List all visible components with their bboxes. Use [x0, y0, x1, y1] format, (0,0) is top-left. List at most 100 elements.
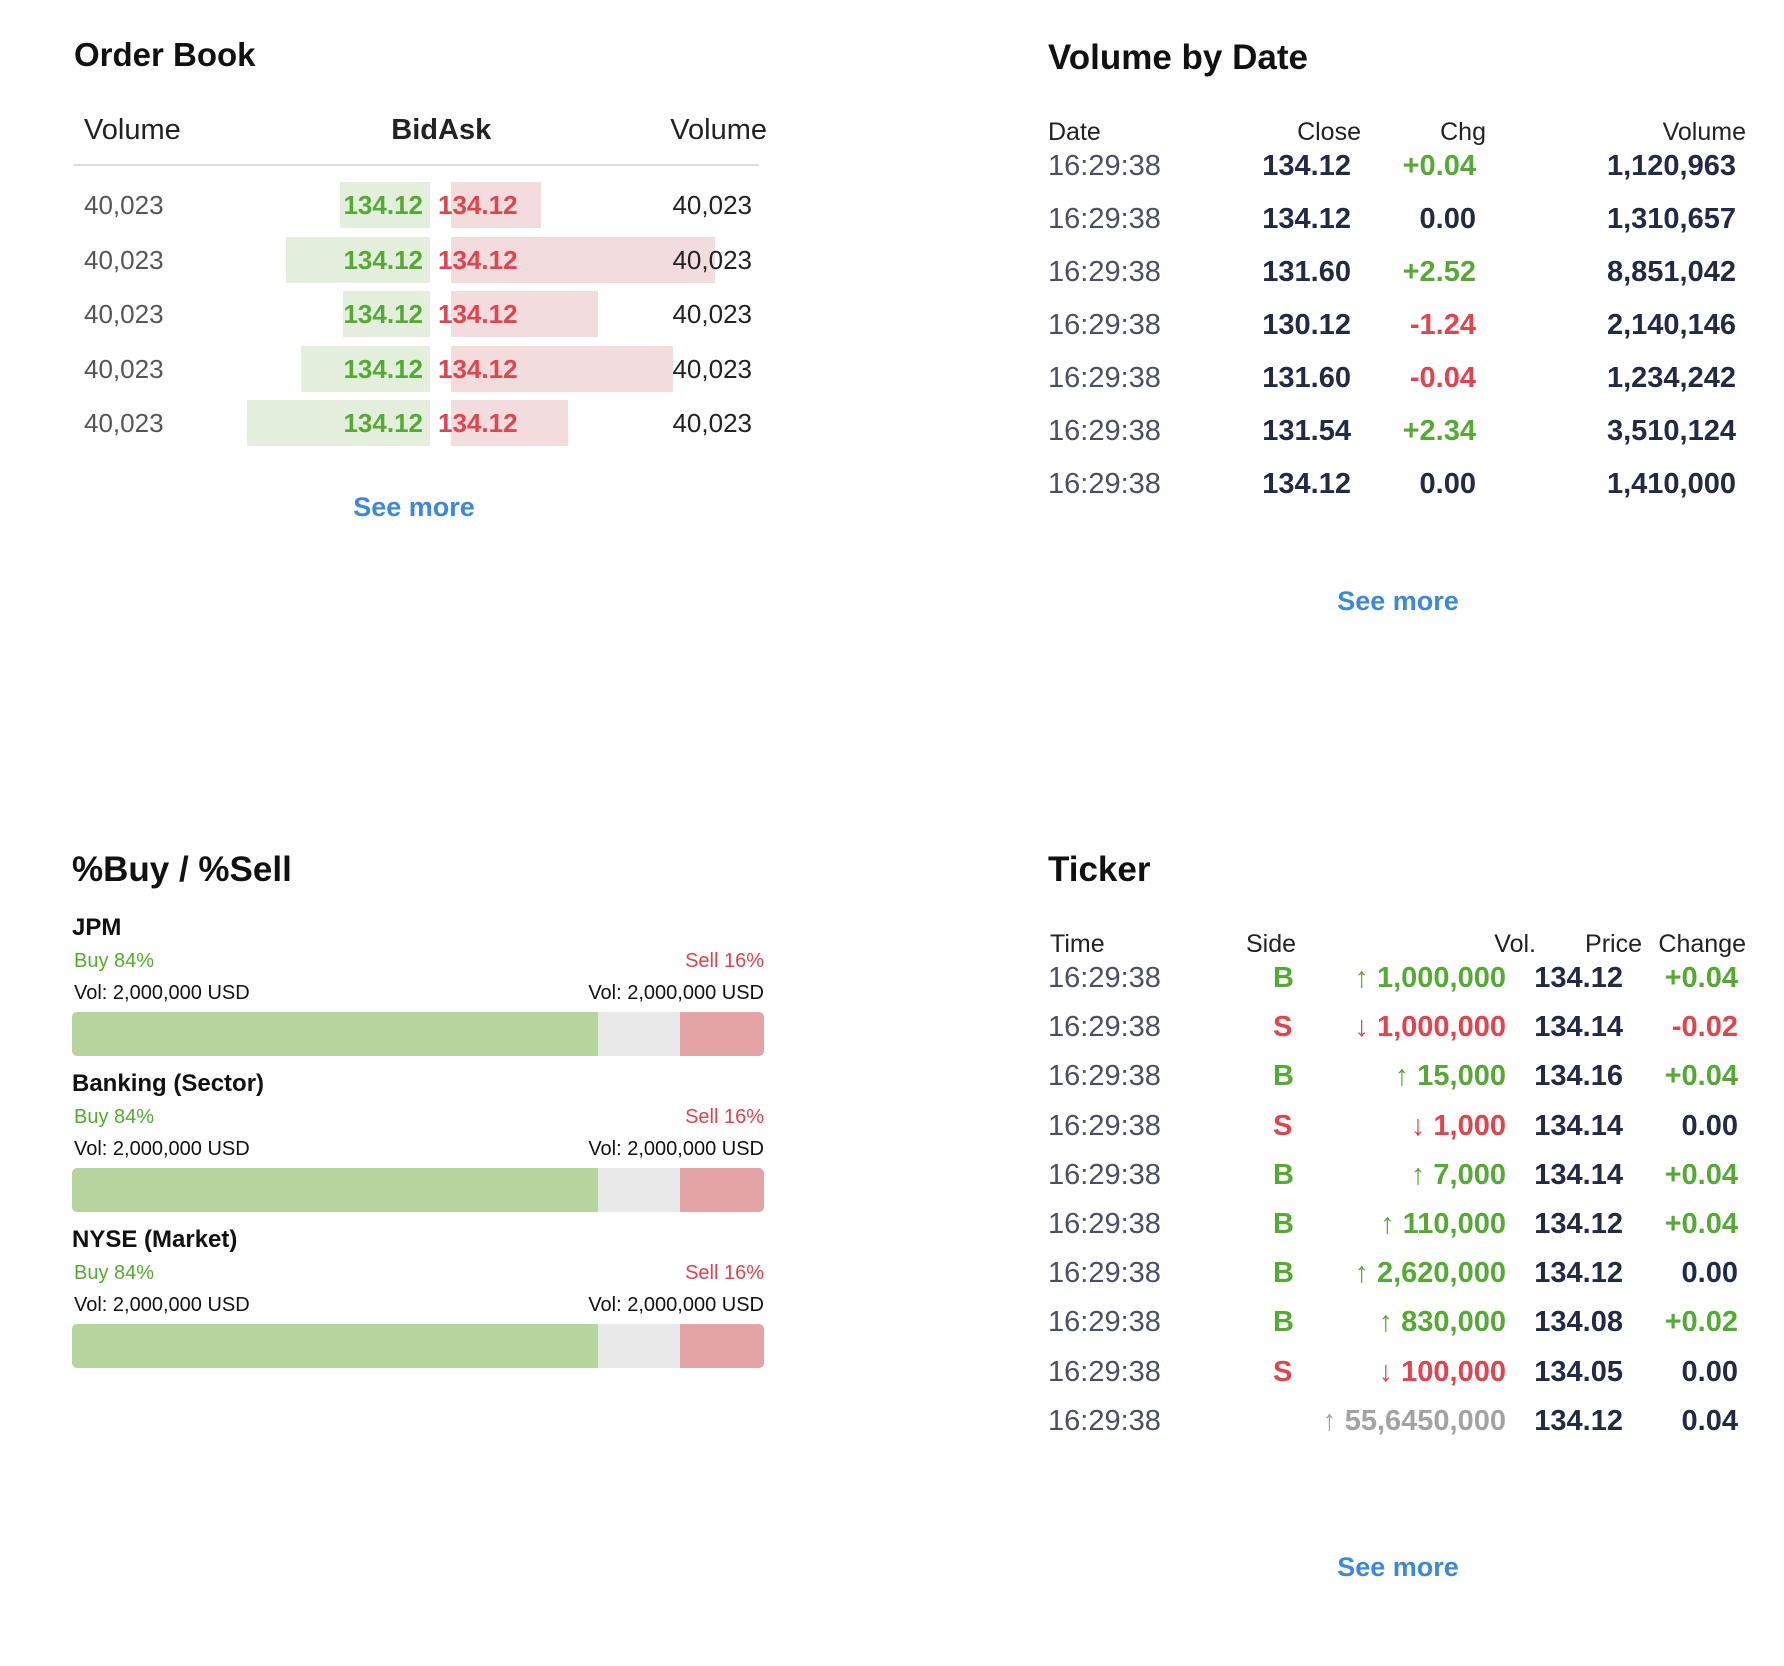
bid-volume: 40,023 [84, 299, 164, 329]
table-row: 16:29:38 131.60 +2.52 8,851,042 [1048, 247, 1738, 297]
bid-price: 134.12 [343, 190, 423, 220]
close-cell: 130.12 [1262, 309, 1351, 341]
instrument-name: Banking (Sector) [72, 1070, 265, 1097]
sell-percent-label: Sell 16% [685, 1106, 764, 1128]
header-divider [74, 164, 759, 166]
ask-depth-bar [451, 345, 673, 392]
price-cell: 134.12 [1534, 1208, 1623, 1240]
time-cell: 16:29:38 [1048, 1257, 1161, 1290]
price-cell: 134.14 [1534, 1158, 1623, 1191]
vol-cell: ↑ 110,000 [1380, 1196, 1506, 1252]
bid-depth-bar [247, 400, 430, 446]
side-cell: S [1273, 1109, 1293, 1142]
table-row: 16:29:38 131.54 +2.34 3,510,124 [1048, 406, 1738, 456]
volume-cell: 2,140,146 [1606, 309, 1736, 341]
ticker-row: 16:29:38 S ↓ 100,000 134.05 0.00 [1048, 1344, 1740, 1400]
arrow-up-icon: ↑ [1380, 1208, 1395, 1240]
time-cell: 16:29:38 [1048, 1306, 1161, 1339]
order-book-row[interactable]: 40,023 134.12 134.12 40,023 [74, 345, 759, 392]
ticker-row: 16:29:38 B ↑ 1,000,000 134.12 +0.04 [1048, 950, 1740, 1006]
buy-percent-label: Buy 84% [74, 1106, 155, 1128]
bid-depth-bar [340, 182, 430, 228]
arrow-up-icon: ↑ [1322, 1404, 1337, 1437]
sell-volume-label: Vol: 2,000,000 USD [588, 1138, 764, 1160]
buy-volume-label: Vol: 2,000,000 USD [74, 982, 250, 1004]
volume-cell: 1,310,657 [1606, 203, 1736, 235]
volume-cell: 8,851,042 [1606, 256, 1736, 288]
date-cell: 16:29:38 [1048, 150, 1161, 182]
price-cell: 134.08 [1534, 1306, 1623, 1339]
date-cell: 16:29:38 [1048, 415, 1161, 447]
chg-cell: +2.52 [1402, 256, 1476, 288]
order-book-panel: Order Book Volume Bid Ask Volume 40,023 1… [74, 36, 774, 556]
buy-volume-label: Vol: 2,000,000 USD [74, 1138, 250, 1160]
sell-volume-label: Vol: 2,000,000 USD [588, 1294, 764, 1316]
ask-volume: 40,023 [672, 190, 752, 220]
buy-sell-bar [72, 1324, 764, 1368]
vol-cell: ↓ 100,000 [1379, 1344, 1506, 1400]
chg-cell: -0.04 [1409, 362, 1476, 394]
ask-depth-bar [451, 291, 598, 337]
bid-price: 134.12 [343, 299, 423, 329]
change-cell: -0.02 [1671, 1011, 1738, 1044]
date-cell: 16:29:38 [1048, 468, 1161, 500]
order-book-row[interactable]: 40,023 134.12 134.12 40,023 [74, 400, 759, 446]
bid-volume: 40,023 [84, 408, 164, 438]
table-row: 16:29:38 130.12 -1.24 2,140,146 [1048, 300, 1738, 350]
order-book-see-more-link[interactable]: See more [353, 492, 475, 522]
ask-volume: 40,023 [672, 353, 752, 384]
table-row: 16:29:38 134.12 +0.04 1,120,963 [1048, 141, 1738, 191]
table-row: 16:29:38 131.60 -0.04 1,234,242 [1048, 353, 1738, 403]
vol-value: 15,000 [1417, 1060, 1506, 1093]
volume-header: Volume [1662, 118, 1746, 146]
change-cell: +0.02 [1664, 1306, 1738, 1339]
chg-cell: 0.00 [1419, 203, 1476, 235]
vol-header: Vol. [1494, 930, 1536, 958]
side-header: Side [1246, 930, 1297, 958]
close-cell: 134.12 [1262, 150, 1351, 182]
price-cell: 134.12 [1534, 1257, 1623, 1290]
ask-depth-bar [451, 400, 568, 446]
order-book-row[interactable]: 40,023 134.12 134.12 40,023 [74, 291, 759, 337]
ticker-row: 16:29:38 B ↑ 830,000 134.08 +0.02 [1048, 1294, 1740, 1350]
table-row: 16:29:38 134.12 0.00 1,410,000 [1048, 459, 1738, 509]
vol-cell: ↑ 55,6450,000 [1322, 1393, 1506, 1449]
close-header: Close [1297, 118, 1361, 146]
close-cell: 131.60 [1262, 256, 1351, 288]
vol-value: 100,000 [1401, 1355, 1506, 1388]
time-cell: 16:29:38 [1048, 1355, 1161, 1388]
close-cell: 134.12 [1262, 468, 1351, 500]
ask-depth-bar [451, 182, 541, 228]
change-cell: 0.00 [1681, 1257, 1738, 1290]
vol-value: 1,000,000 [1376, 1011, 1506, 1044]
price-cell: 134.12 [1534, 1404, 1623, 1437]
ask-price: 134.12 [438, 190, 518, 220]
change-cell: 0.04 [1681, 1404, 1738, 1437]
time-cell: 16:29:38 [1048, 1158, 1161, 1191]
ask-volume: 40,023 [672, 244, 752, 275]
price-cell: 134.16 [1534, 1060, 1623, 1093]
arrow-up-icon: ↑ [1354, 962, 1369, 994]
buy-sell-title: %Buy / %Sell [72, 850, 292, 889]
change-cell: +0.04 [1664, 962, 1738, 994]
ticker-see-more-link[interactable]: See more [1337, 1552, 1459, 1582]
side-cell: B [1273, 1208, 1294, 1240]
ask-price: 134.12 [438, 244, 518, 275]
arrow-up-icon: ↑ [1410, 1158, 1426, 1191]
ticker-row: 16:29:38 S ↓ 1,000,000 134.14 -0.02 [1048, 999, 1740, 1055]
arrow-up-icon: ↑ [1378, 1306, 1394, 1339]
change-cell: +0.04 [1664, 1060, 1738, 1093]
volume-by-date-see-more-link[interactable]: See more [1337, 586, 1459, 616]
bid-volume: 40,023 [84, 353, 164, 384]
time-cell: 16:29:38 [1048, 1208, 1161, 1240]
arrow-down-icon: ↓ [1354, 1011, 1369, 1044]
chg-cell: 0.00 [1419, 468, 1476, 500]
close-cell: 131.54 [1262, 415, 1351, 447]
side-cell: B [1273, 1306, 1294, 1339]
time-cell: 16:29:38 [1048, 962, 1161, 994]
bid-volume: 40,023 [84, 244, 164, 275]
time-cell: 16:29:38 [1048, 1109, 1161, 1142]
side-cell: B [1273, 1257, 1294, 1290]
order-book-row[interactable]: 40,023 134.12 134.12 40,023 [74, 182, 759, 228]
order-book-row[interactable]: 40,023 134.12 134.12 40,023 [74, 236, 759, 283]
